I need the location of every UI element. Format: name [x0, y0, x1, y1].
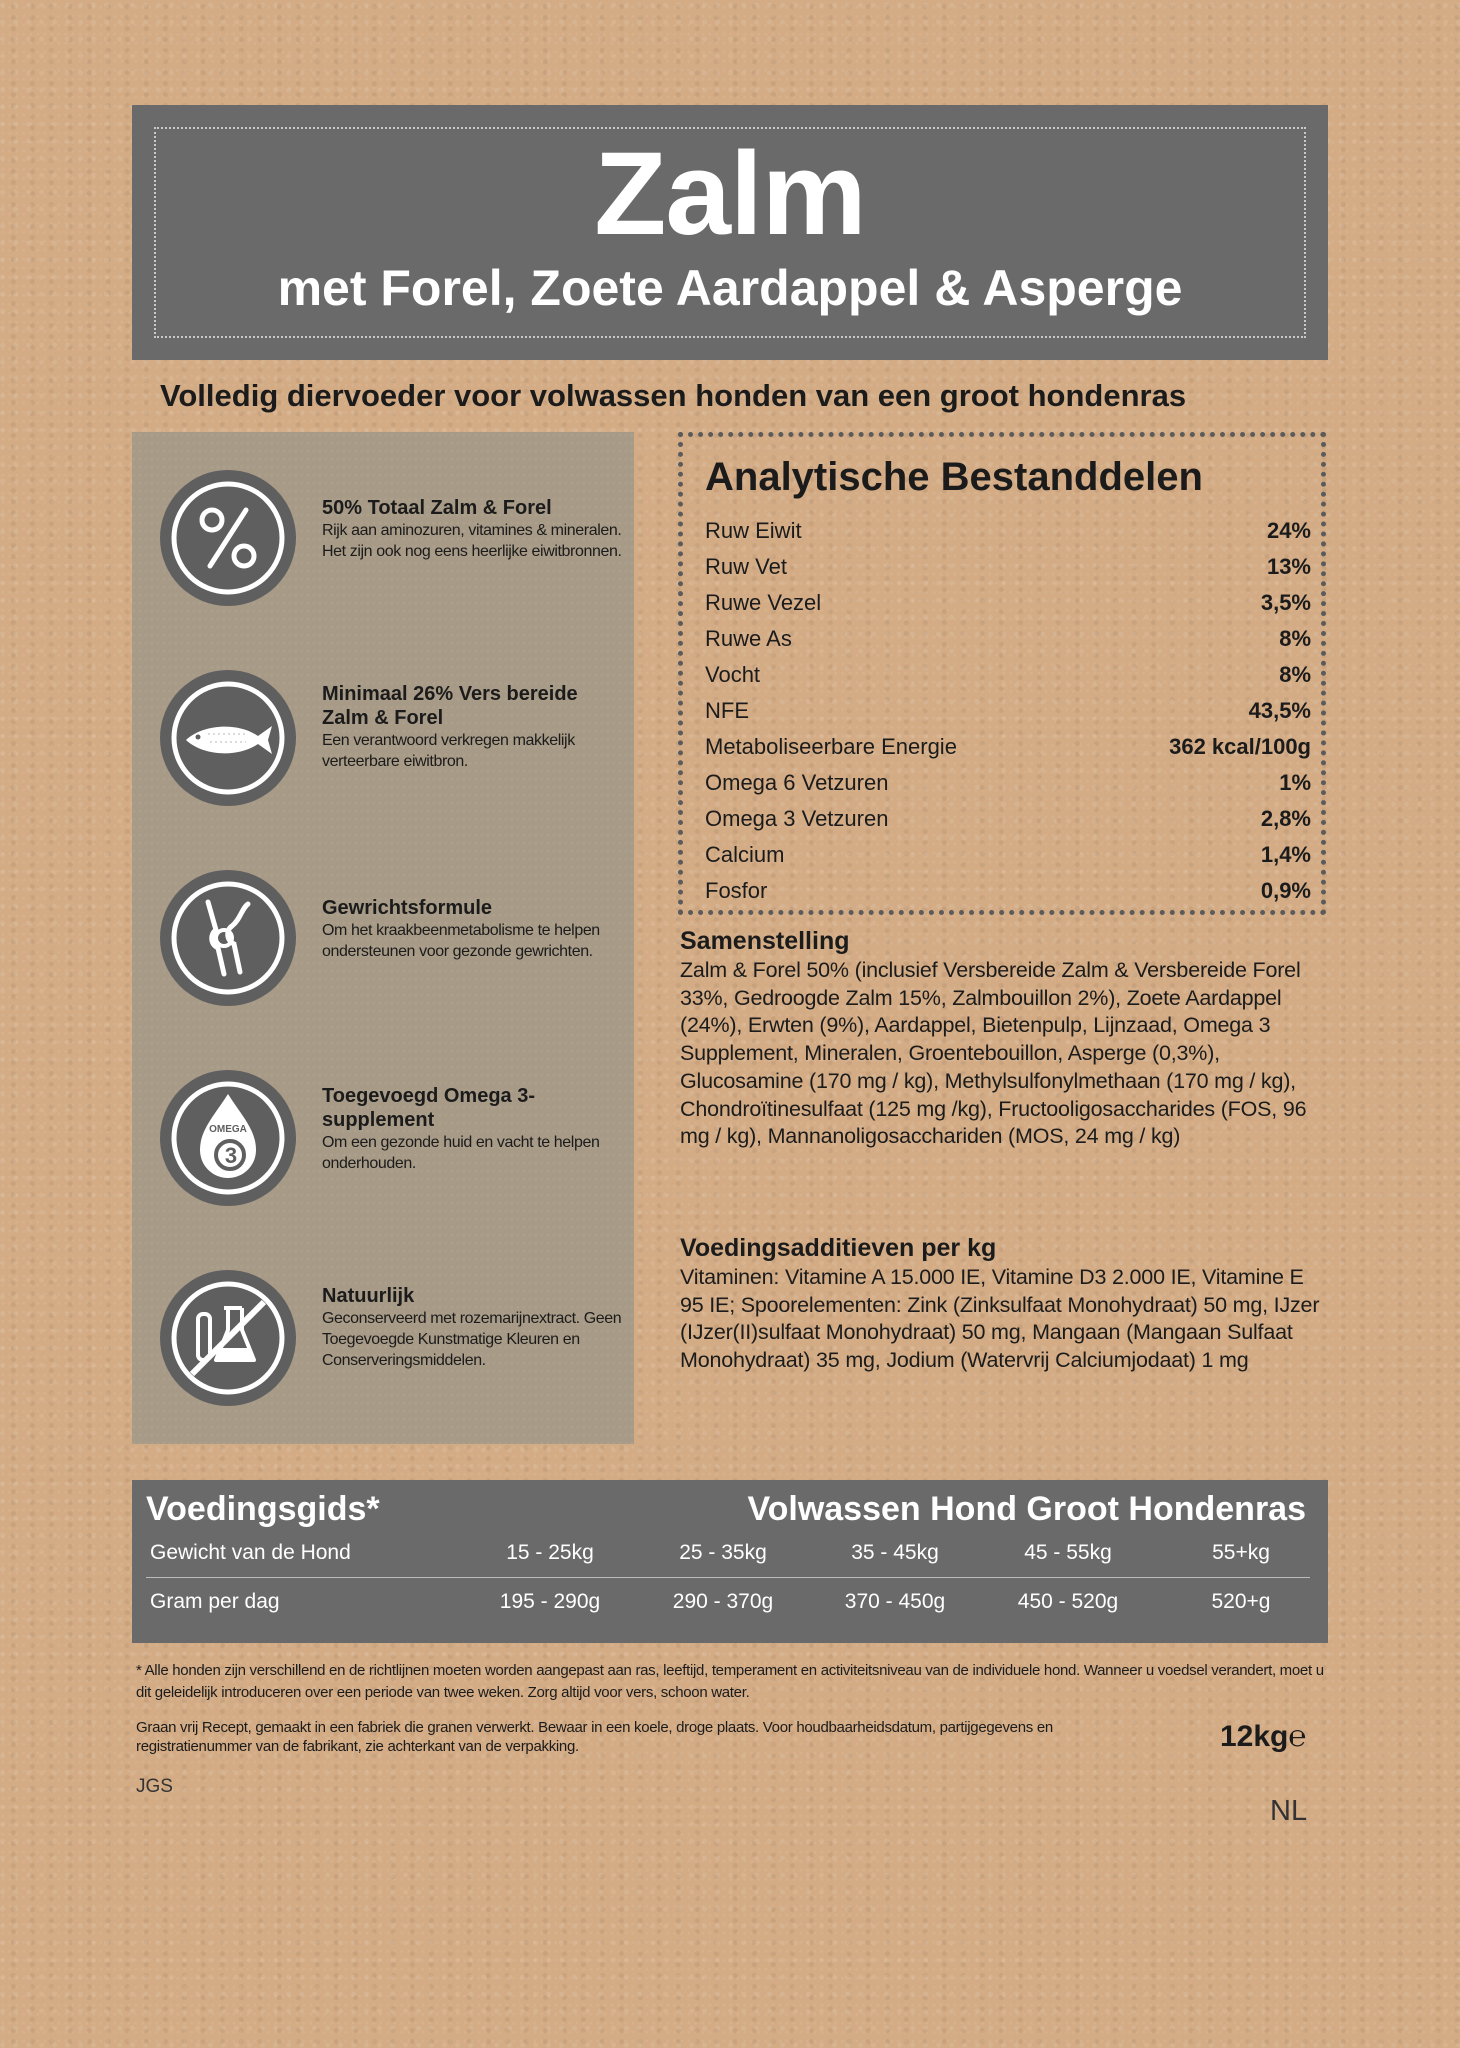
feature-text: Natuurlijk Geconserveerd met rozemarijne…	[322, 1284, 622, 1371]
feature-title: Natuurlijk	[322, 1285, 415, 1307]
analysis-label: Fosfor	[705, 878, 768, 903]
product-title: Zalm	[594, 128, 866, 260]
feature-item: Gewrichtsformule Om het kraakbeenmetabol…	[158, 868, 628, 1018]
analysis-row: Calcium 1,4%	[705, 837, 1311, 873]
guide-cell: 370 - 450g	[844, 1590, 946, 1613]
analysis-row: Metaboliseerbare Energie 362 kcal/100g	[705, 729, 1311, 765]
analysis-title: Analytische Bestanddelen	[705, 455, 1203, 499]
analysis-label: Calcium	[705, 842, 785, 867]
analysis-label: NFE	[705, 698, 749, 723]
no-chemicals-icon	[160, 1270, 296, 1406]
language-code: NL	[1270, 1795, 1308, 1827]
analysis-value: 1%	[1279, 770, 1311, 795]
analysis-row: Omega 6 Vetzuren 1%	[705, 765, 1311, 801]
fish-icon	[160, 670, 296, 806]
guide-cell: 520+g	[1211, 1590, 1271, 1613]
additives-section: Voedingsadditieven per kg Vitaminen: Vit…	[680, 1232, 1330, 1375]
analysis-label: Ruw Vet	[705, 554, 787, 579]
header-banner: Zalm met Forel, Zoete Aardappel & Asperg…	[132, 105, 1328, 360]
feature-desc: Geconserveerd met rozemarijnextract. Gee…	[322, 1310, 622, 1369]
analysis-box: Analytische Bestanddelen Ruw Eiwit 24% R…	[678, 432, 1326, 915]
analysis-value: 0,9%	[1260, 878, 1311, 903]
feature-desc: Een verantwoord verkregen makkelijk vert…	[322, 732, 575, 770]
feature-item: Natuurlijk Geconserveerd met rozemarijne…	[158, 1268, 628, 1418]
analysis-value: 24%	[1266, 518, 1311, 543]
analysis-row: Ruwe Vezel 3,5%	[705, 585, 1311, 621]
guide-row-label: Gram per dag	[150, 1590, 280, 1613]
omega3-drop-icon: OMEGA 3	[160, 1070, 296, 1206]
additives-title: Voedingsadditieven per kg	[680, 1234, 997, 1262]
guide-cell: 15 - 25kg	[506, 1541, 594, 1564]
omega-icon-label: OMEGA	[209, 1124, 247, 1135]
guide-subtitle: Volwassen Hond Groot Hondenras	[747, 1490, 1306, 1528]
guide-cell: 25 - 35kg	[679, 1541, 767, 1564]
guide-cell: 45 - 55kg	[1024, 1541, 1112, 1564]
analysis-row: Fosfor 0,9%	[705, 873, 1311, 909]
guide-cell: 450 - 520g	[1017, 1590, 1119, 1613]
analysis-value: 43,5%	[1248, 698, 1311, 723]
guide-row-label: Gewicht van de Hond	[150, 1541, 351, 1564]
feature-text: 50% Totaal Zalm & Forel Rijk aan aminozu…	[322, 496, 622, 562]
feature-text: Minimaal 26% Vers bereide Zalm & Forel E…	[322, 682, 622, 772]
percent-icon	[160, 470, 296, 606]
joint-icon	[160, 870, 296, 1006]
analysis-value: 2,8%	[1260, 806, 1311, 831]
composition-text: Zalm & Forel 50% (inclusief Versbereide …	[680, 958, 1307, 1149]
feature-text: Toegevoegd Omega 3-supplement Om een gez…	[322, 1084, 622, 1174]
analysis-label: Ruwe As	[705, 626, 792, 651]
guide-cell: 290 - 370g	[672, 1590, 774, 1613]
analysis-label: Ruwe Vezel	[705, 590, 822, 615]
net-weight: 12kg℮	[1220, 1720, 1306, 1754]
footnote: * Alle honden zijn verschillend en de ri…	[136, 1662, 1324, 1701]
analysis-label: Metaboliseerbare Energie	[705, 734, 957, 759]
guide-cell: 35 - 45kg	[851, 1541, 939, 1564]
composition-title: Samenstelling	[680, 927, 850, 955]
guide-cell: 55+kg	[1212, 1541, 1270, 1564]
analysis-value: 3,5%	[1260, 590, 1311, 615]
feeding-guide: Voedingsgids* Volwassen Hond Groot Honde…	[132, 1480, 1328, 1643]
analysis-value: 13%	[1266, 554, 1311, 579]
tagline: Volledig diervoeder voor volwassen honde…	[160, 378, 1187, 413]
analysis-row: Vocht 8%	[705, 657, 1311, 693]
analysis-label: Omega 6 Vetzuren	[705, 770, 889, 795]
additives-text: Vitaminen: Vitamine A 15.000 IE, Vitamin…	[680, 1265, 1320, 1373]
analysis-value: 8%	[1279, 662, 1311, 687]
guide-weight-row: Gewicht van de Hond 15 - 25kg 25 - 35kg …	[150, 1533, 1306, 1573]
net-weight-value: 12kg	[1220, 1720, 1289, 1753]
analysis-row: Ruw Eiwit 24%	[705, 513, 1311, 549]
analysis-row: NFE 43,5%	[705, 693, 1311, 729]
feature-item: OMEGA 3 Toegevoegd Omega 3-supplement Om…	[158, 1068, 628, 1218]
features-panel: 50% Totaal Zalm & Forel Rijk aan aminozu…	[132, 432, 634, 1444]
analysis-value: 8%	[1279, 626, 1311, 651]
analysis-row: Ruw Vet 13%	[705, 549, 1311, 585]
feature-item: 50% Totaal Zalm & Forel Rijk aan aminozu…	[158, 468, 628, 618]
banner-dotted-frame	[154, 127, 1306, 338]
product-code: JGS	[136, 1776, 173, 1797]
feature-item: Minimaal 26% Vers bereide Zalm & Forel E…	[158, 668, 628, 818]
storage-note: Graan vrij Recept, gemaakt in een fabrie…	[136, 1719, 1053, 1755]
feature-text: Gewrichtsformule Om het kraakbeenmetabol…	[322, 896, 622, 962]
feature-title: Gewrichtsformule	[322, 897, 493, 919]
analysis-value: 1,4%	[1260, 842, 1311, 867]
analysis-label: Ruw Eiwit	[705, 518, 802, 543]
analysis-value: 362 kcal/100g	[1169, 734, 1311, 759]
feature-title: Minimaal 26% Vers bereide Zalm & Forel	[322, 683, 578, 729]
analysis-label: Vocht	[705, 662, 761, 687]
svg-text:3: 3	[225, 1143, 237, 1168]
guide-title: Voedingsgids*	[146, 1490, 380, 1528]
guide-divider	[146, 1577, 1310, 1578]
feature-desc: Rijk aan aminozuren, vitamines & mineral…	[322, 522, 622, 560]
product-subtitle: met Forel, Zoete Aardappel & Asperge	[277, 260, 1183, 316]
analysis-row: Ruwe As 8%	[705, 621, 1311, 657]
analysis-row: Omega 3 Vetzuren 2,8%	[705, 801, 1311, 837]
feature-title: 50% Totaal Zalm & Forel	[322, 497, 552, 519]
composition-section: Samenstelling Zalm & Forel 50% (inclusie…	[680, 925, 1320, 1151]
guide-cell: 195 - 290g	[499, 1590, 601, 1613]
feature-desc: Om het kraakbeenmetabolisme te helpen on…	[322, 922, 600, 960]
feature-title: Toegevoegd Omega 3-supplement	[322, 1085, 536, 1131]
guide-grams-row: Gram per dag 195 - 290g 290 - 370g 370 -…	[150, 1582, 1306, 1622]
estimated-sign: ℮	[1288, 1720, 1307, 1753]
feature-desc: Om een gezonde huid en vacht te helpen o…	[322, 1134, 600, 1172]
analysis-label: Omega 3 Vetzuren	[705, 806, 889, 831]
